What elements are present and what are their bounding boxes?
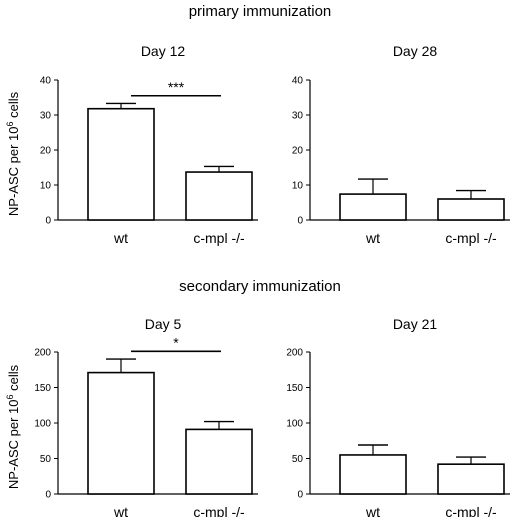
category-label: wt	[365, 504, 380, 517]
chart-panel-4: Day 21 0 50 100 150 200 wt c-mpl -/-	[286, 316, 510, 517]
section-title-secondary: secondary immunization	[179, 278, 341, 295]
y-axis-label-unit: cells	[6, 91, 21, 121]
y-tick-label: 40	[40, 76, 52, 87]
y-tick-label: 0	[297, 216, 303, 227]
chart-panel-2: Day 28 0 10 20 30 40 wt c-mpl -/-	[292, 43, 510, 246]
category-label: wt	[365, 230, 380, 246]
bar-wt	[87, 371, 155, 495]
category-label: wt	[113, 504, 128, 517]
y-tick-label: 30	[40, 111, 52, 122]
chart-panel-1: Day 12 0 10 20 30 40 wt c-mpl -/- *** NP-ASC per …	[5, 43, 258, 246]
y-tick-label: 200	[34, 348, 51, 359]
y-tick-label: 0	[45, 490, 51, 501]
y-tick-label: 50	[40, 454, 52, 465]
y-axis-label-exponent: 6	[5, 122, 15, 127]
y-tick-label: 30	[292, 111, 304, 122]
panel-title: Day 28	[393, 43, 438, 59]
y-axis-label-unit: cells	[6, 364, 21, 394]
y-tick-label: 100	[34, 419, 51, 430]
section-title-primary: primary immunization	[189, 3, 332, 20]
y-axis-label: NP-ASC per 106 cells	[5, 91, 21, 216]
category-label: c-mpl -/-	[445, 230, 497, 246]
y-tick-label: 100	[286, 419, 303, 430]
y-axis-label-text: NP-ASC per 10	[6, 400, 21, 490]
y-tick-label: 20	[40, 146, 52, 157]
significance-marker: ***	[168, 79, 185, 95]
significance-marker: *	[173, 334, 179, 350]
y-tick-label: 40	[292, 76, 304, 87]
category-label: wt	[113, 230, 128, 246]
y-tick-label: 150	[286, 383, 303, 394]
bar-wt	[87, 107, 155, 221]
y-tick-label: 10	[292, 181, 304, 192]
category-label: c-mpl -/-	[445, 504, 497, 517]
bar-wt	[339, 454, 407, 495]
category-label: c-mpl -/-	[193, 230, 245, 246]
category-label: c-mpl -/-	[193, 504, 245, 517]
bar-c-mpl	[185, 171, 253, 221]
panel-title: Day 5	[145, 316, 182, 332]
bar-c-mpl	[185, 428, 253, 495]
y-tick-label: 10	[40, 181, 52, 192]
chart-panel-3: Day 5 0 50 100 150 200 wt c-mpl -/- * NP-ASC per …	[5, 316, 258, 517]
y-axis-label-text: NP-ASC per 10	[6, 127, 21, 217]
bar-wt	[339, 193, 407, 221]
y-tick-label: 200	[286, 348, 303, 359]
chart-panels: Day 12 0 10 20 30 40 wt c-mpl -/- *** NP-ASC per …	[5, 43, 510, 517]
y-tick-label: 0	[45, 216, 51, 227]
y-axis-label: NP-ASC per 106 cells	[5, 364, 21, 489]
y-tick-label: 50	[292, 454, 304, 465]
y-axis-label-exponent: 6	[5, 395, 15, 400]
y-tick-label: 150	[34, 383, 51, 394]
panel-title: Day 21	[393, 316, 438, 332]
bar-c-mpl	[437, 463, 505, 495]
y-tick-label: 0	[297, 490, 303, 501]
bar-c-mpl	[437, 198, 505, 221]
panel-title: Day 12	[141, 43, 186, 59]
y-tick-label: 20	[292, 146, 304, 157]
